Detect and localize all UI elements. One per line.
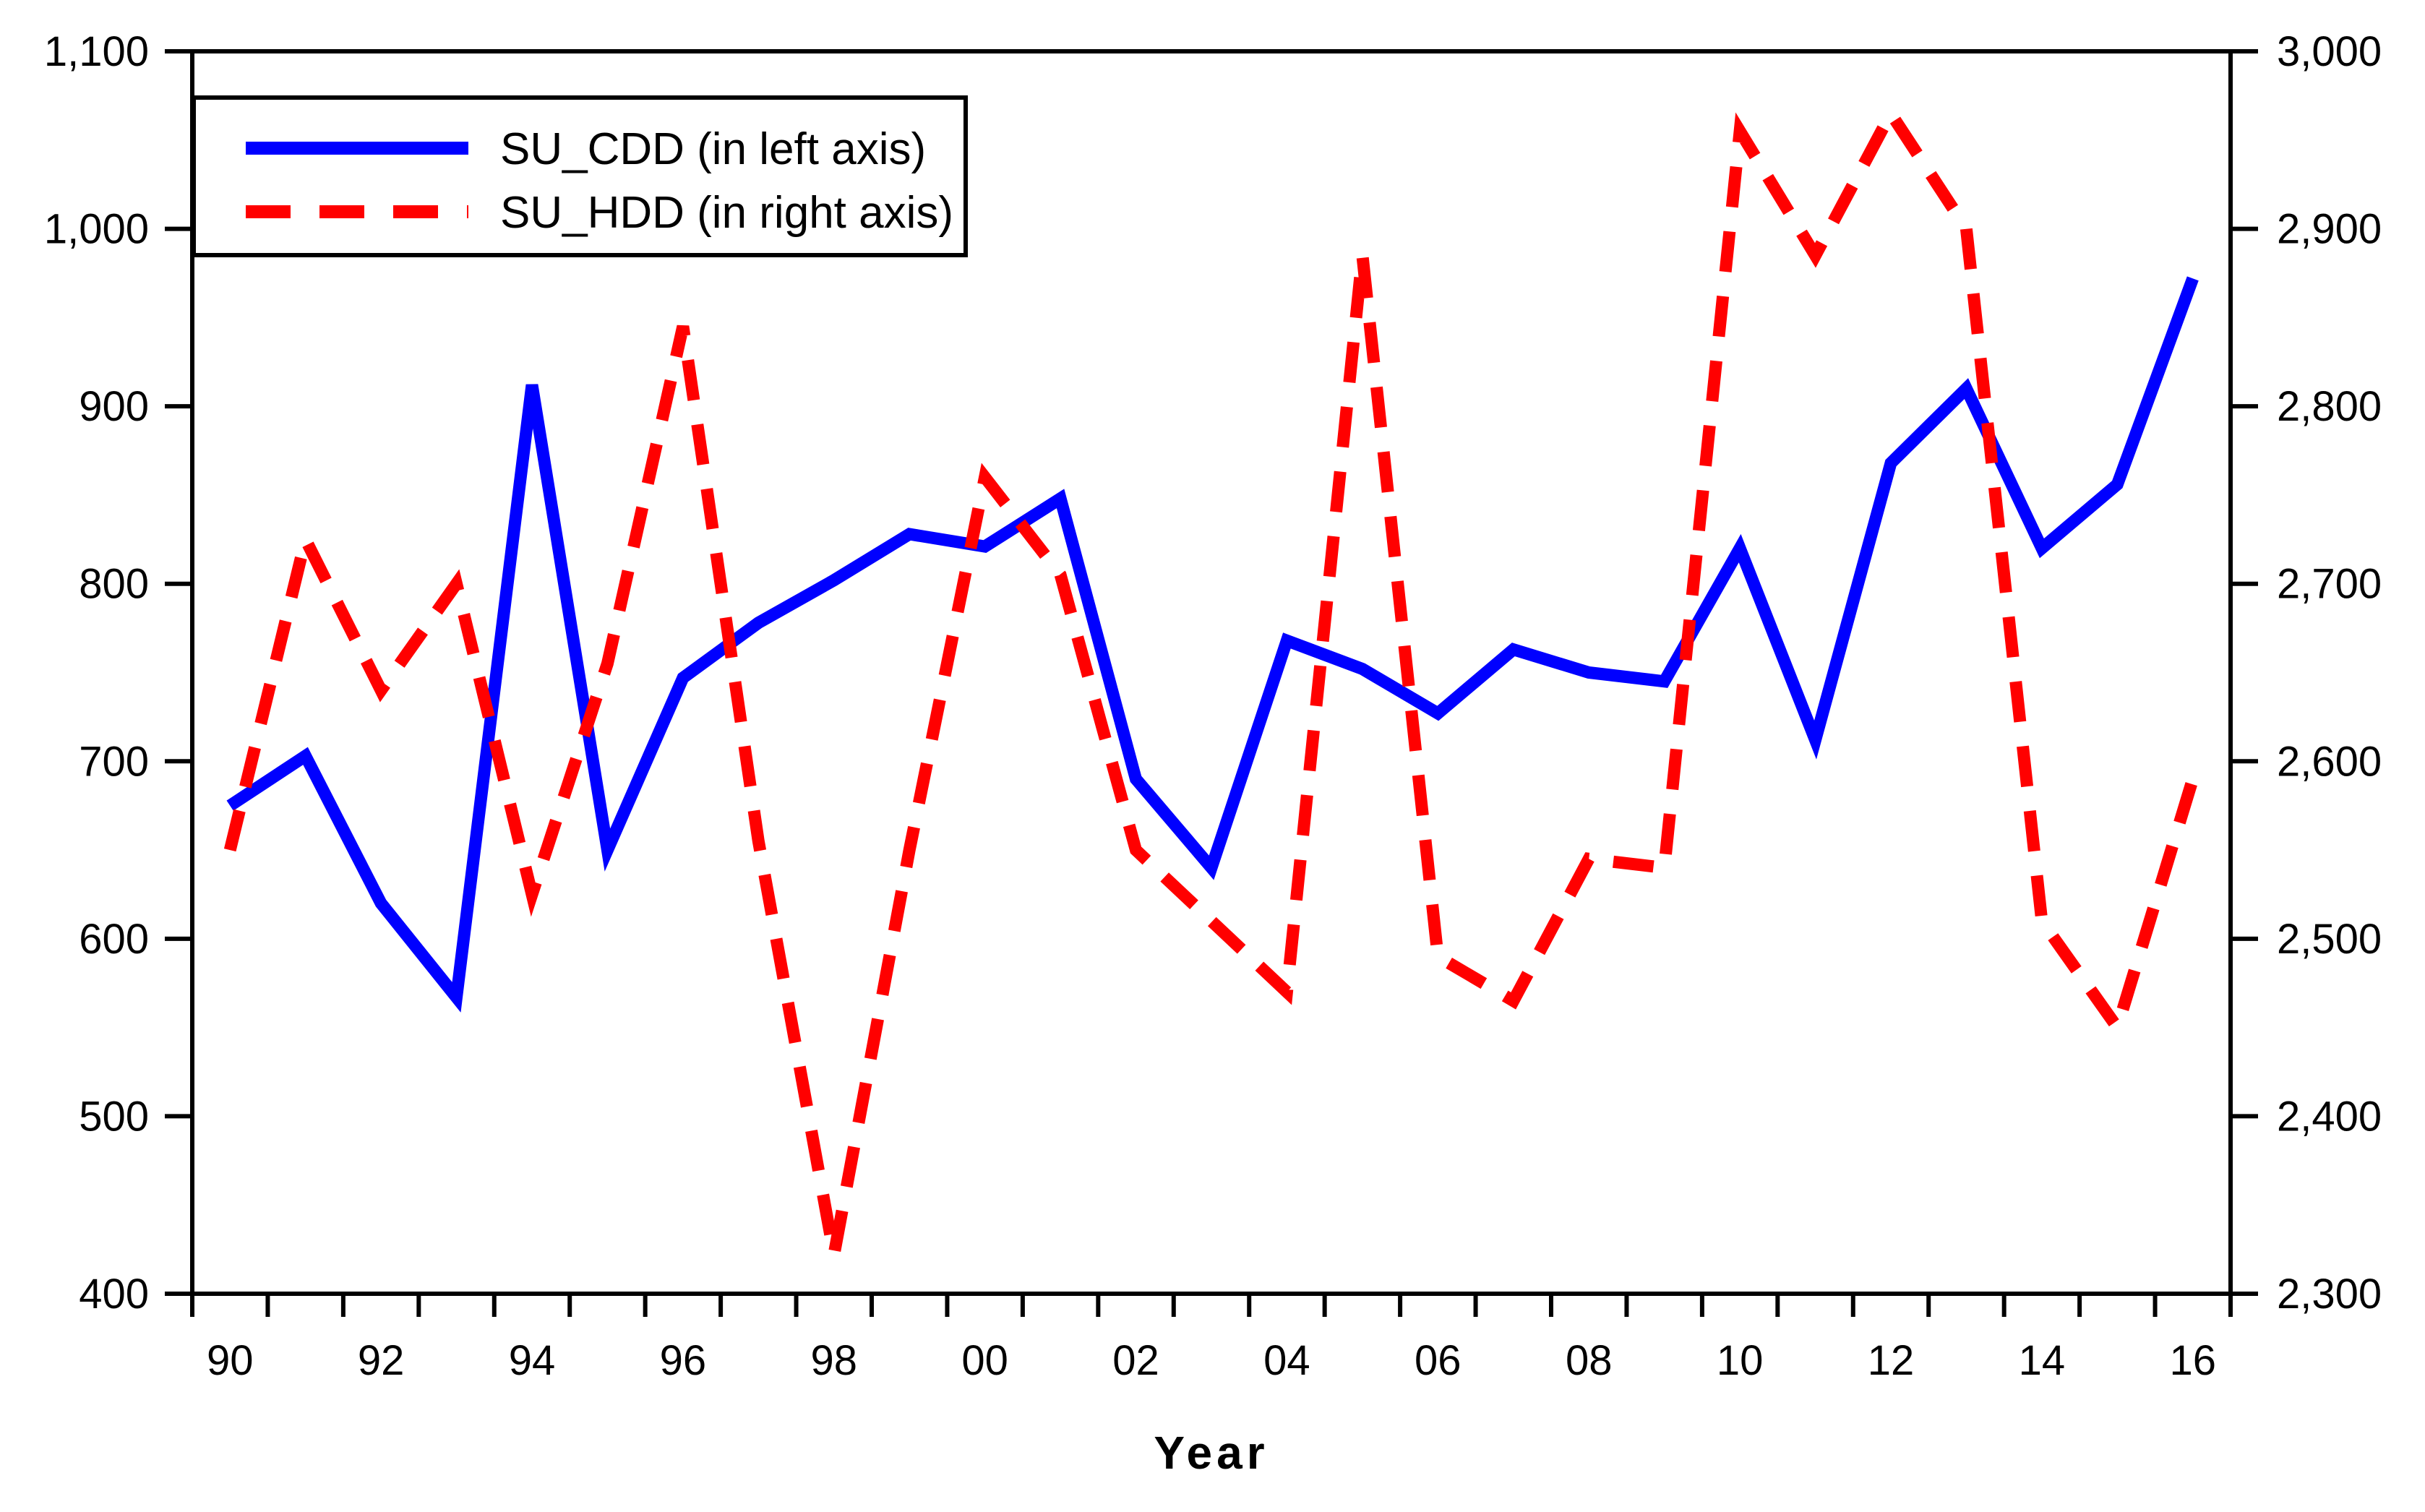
right-axis-tick-label: 2,500 <box>2277 916 2382 963</box>
x-tick-label: 98 <box>810 1337 857 1384</box>
left-axis-tick-label: 500 <box>79 1093 149 1140</box>
left-axis-tick-label: 900 <box>79 383 149 430</box>
x-tick-label: 02 <box>1112 1337 1159 1384</box>
axis-ticks: 90 92 94 96 98 00 02 04 06 08 10 12 14 16 1,100 1,000 90… <box>44 28 2382 1384</box>
legend-box: SU_CDD (in left axis) SU_HDD (in right a… <box>192 95 968 257</box>
series-line-su-cdd <box>226 276 2199 1013</box>
plot-area-border <box>190 49 2233 1296</box>
x-tick-label: 96 <box>660 1337 707 1384</box>
x-axis-title: Year <box>1154 1427 1269 1479</box>
x-tick-label: 16 <box>2169 1337 2216 1384</box>
x-tick-label: 06 <box>1415 1337 1462 1384</box>
series-line-su-hdd <box>223 101 2199 1256</box>
left-axis-tick-label: 400 <box>79 1271 149 1318</box>
right-axis-tick-label: 2,600 <box>2277 738 2382 785</box>
left-axis-tick-label: 600 <box>79 916 149 963</box>
right-axis-tick-label: 2,400 <box>2277 1093 2382 1140</box>
legend-label-su-hdd: SU_HDD (in right axis) <box>500 188 953 238</box>
x-tick-label: 94 <box>509 1337 556 1384</box>
data-series <box>223 101 2199 1256</box>
x-tick-label: 00 <box>961 1337 1008 1384</box>
x-tick-label: 90 <box>207 1337 254 1384</box>
x-tick-label: 10 <box>1717 1337 1764 1384</box>
x-tick-label: 08 <box>1566 1337 1613 1384</box>
left-axis-tick-label: 1,000 <box>44 206 149 253</box>
right-axis-tick-label: 3,000 <box>2277 28 2382 75</box>
legend-label-su-cdd: SU_CDD (in left axis) <box>500 124 926 174</box>
x-tick-label: 14 <box>2019 1337 2066 1384</box>
right-axis-tick-label: 2,900 <box>2277 206 2382 253</box>
right-axis-tick-label: 2,700 <box>2277 561 2382 608</box>
legend-border <box>192 95 968 257</box>
x-tick-label: 04 <box>1263 1337 1310 1384</box>
x-tick-label: 92 <box>358 1337 405 1384</box>
right-axis-tick-label: 2,300 <box>2277 1271 2382 1318</box>
left-axis-tick-label: 1,100 <box>44 28 149 75</box>
left-axis-tick-label: 700 <box>79 738 149 785</box>
left-axis-tick-label: 800 <box>79 561 149 608</box>
x-tick-label: 12 <box>1868 1337 1915 1384</box>
right-axis-tick-label: 2,800 <box>2277 383 2382 430</box>
